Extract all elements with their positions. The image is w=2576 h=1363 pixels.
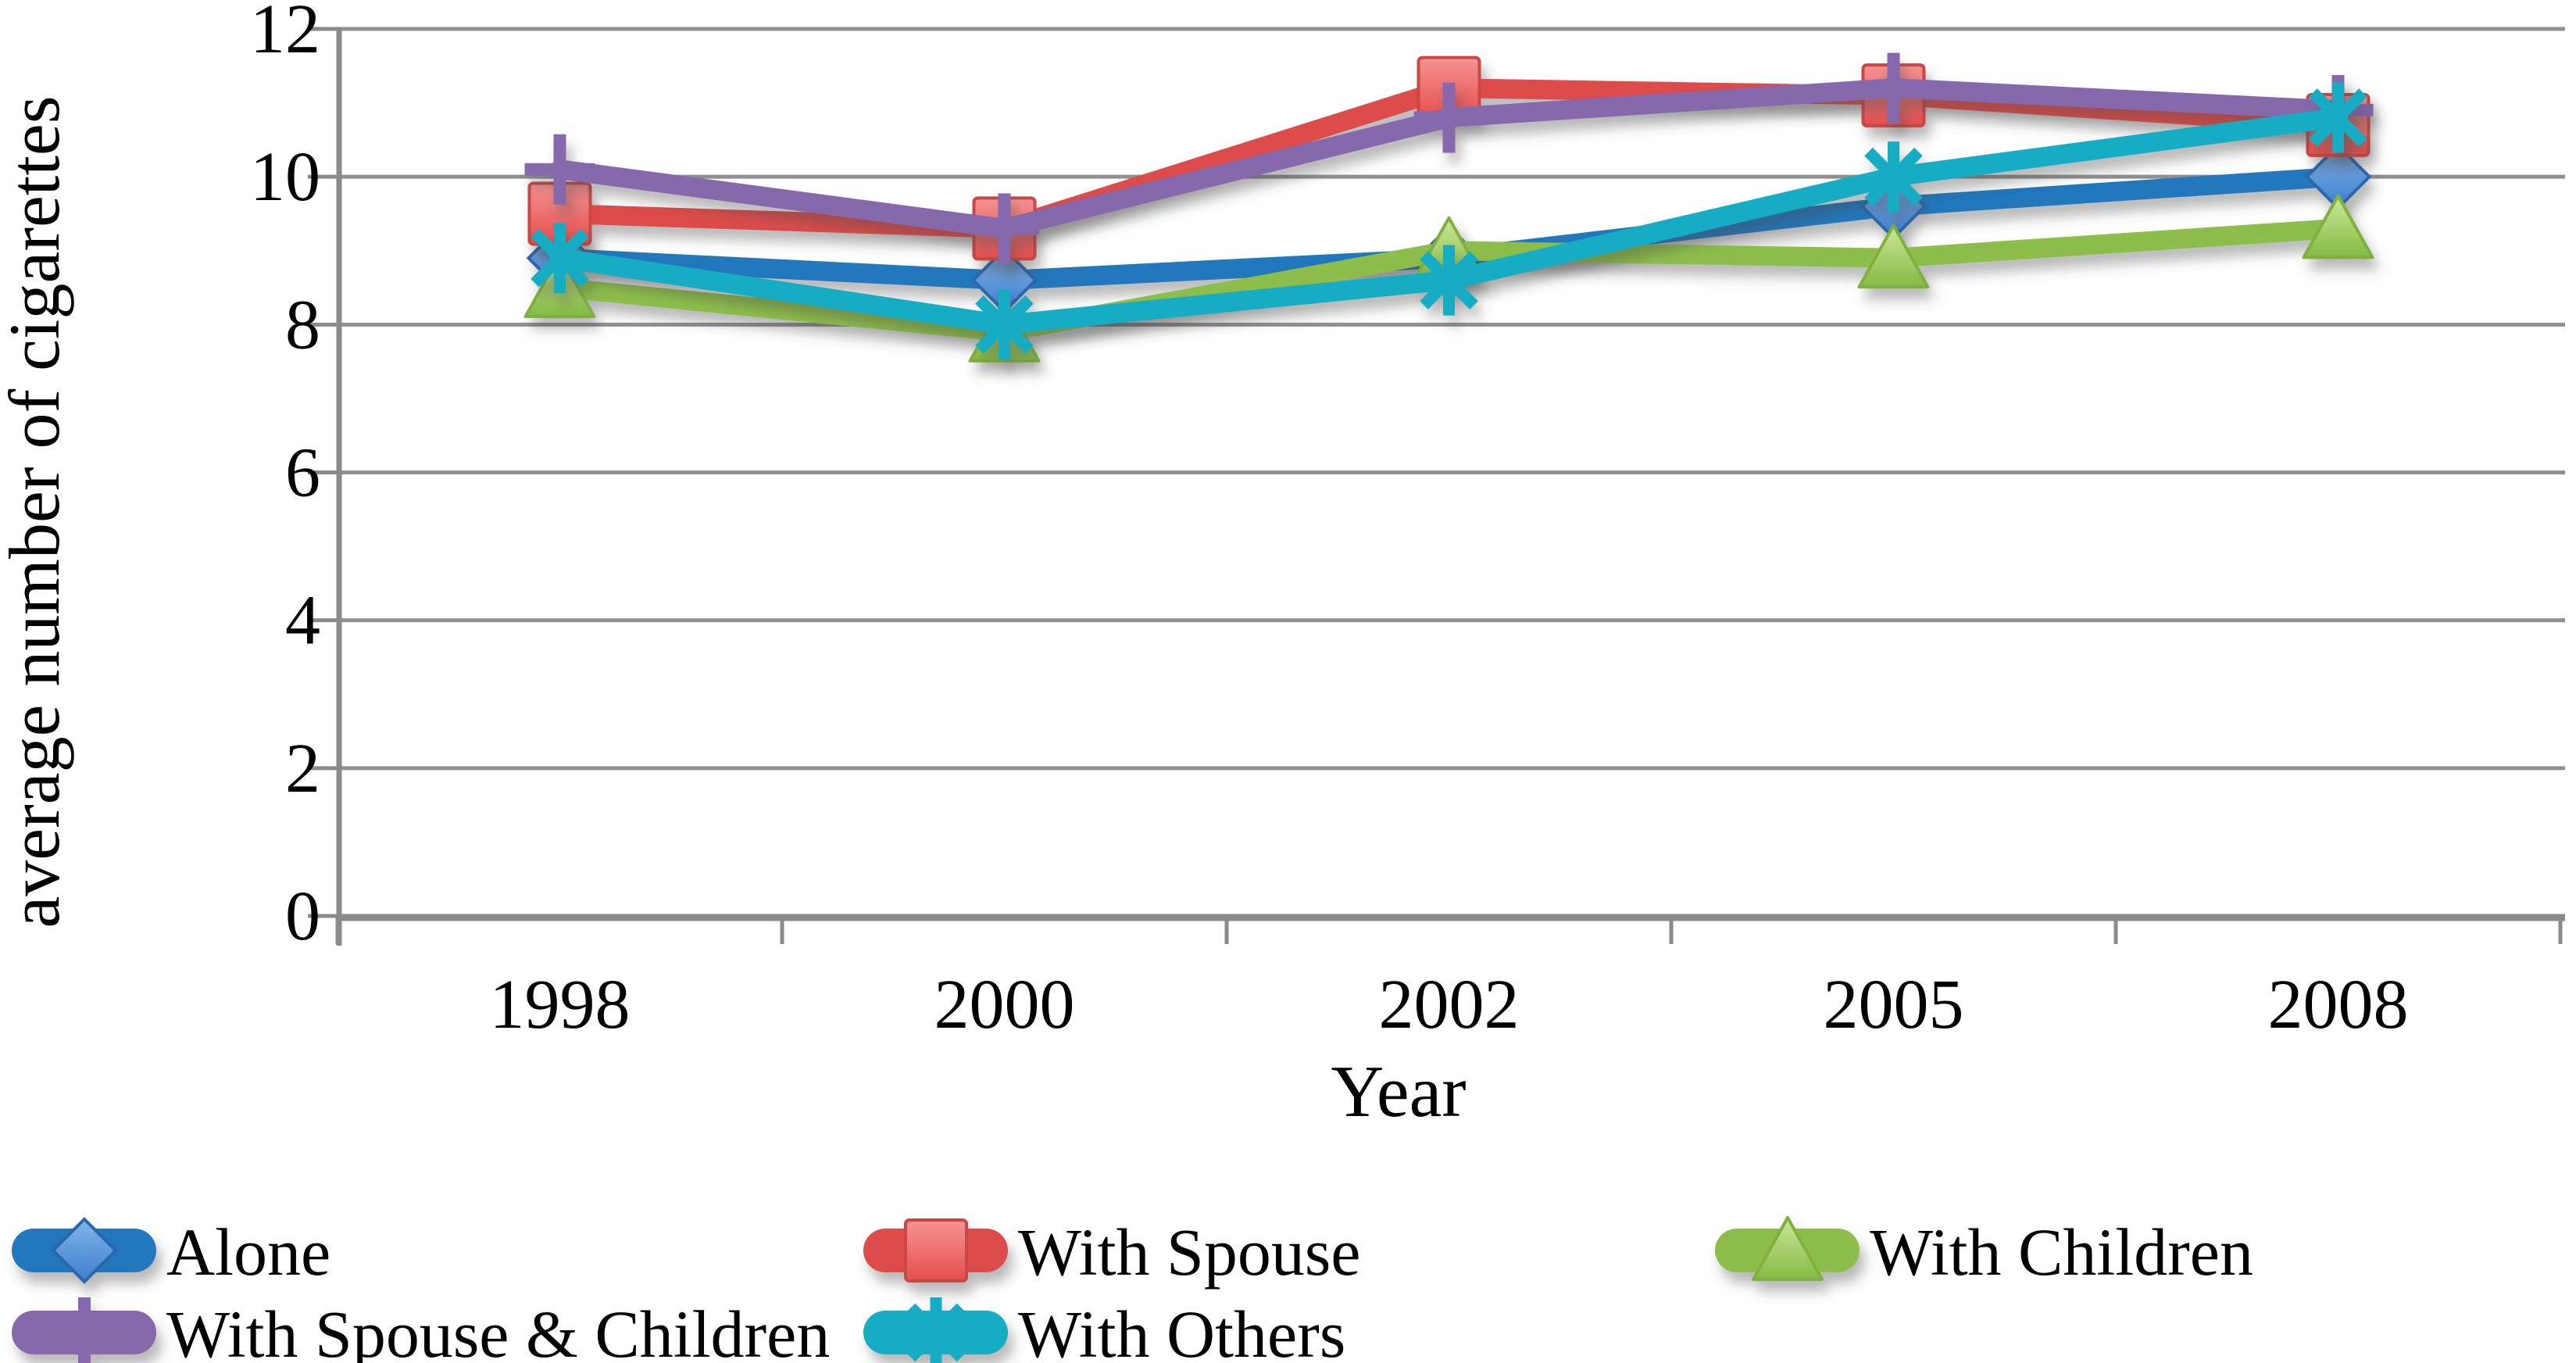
data-point-marker-asterisk	[1420, 245, 1478, 316]
legend-item: With Children	[1715, 1215, 2253, 1290]
x-axis-title: Year	[1331, 1051, 1466, 1132]
data-point-marker-triangle	[1857, 224, 1930, 289]
y-axis-title: average number of cigarettes	[0, 95, 74, 928]
legend-marker	[863, 1297, 1008, 1363]
asterisk-arm	[2309, 88, 2367, 147]
data-point-marker-triangle	[2302, 194, 2374, 259]
data-point-marker-plus	[49, 1297, 120, 1363]
asterisk-arm	[1864, 147, 1923, 206]
asterisk-arm	[531, 228, 589, 288]
y-tick-label: 6	[285, 435, 320, 512]
y-tick-label: 4	[285, 582, 320, 660]
y-tick-label: 0	[285, 878, 320, 955]
asterisk-arm	[906, 1303, 966, 1362]
legend-marker	[12, 1297, 156, 1363]
legend: Alone With Spouse With Children With Spouse…	[12, 1215, 2253, 1363]
data-point-marker-asterisk	[1864, 141, 1923, 213]
data-point-marker-plus	[1413, 82, 1485, 153]
data-point-marker-square	[904, 1218, 968, 1283]
y-tick-label: 10	[250, 138, 320, 216]
data-point-marker-plus	[524, 134, 595, 205]
legend-item: With Others	[863, 1297, 1345, 1363]
asterisk-arm	[975, 295, 1034, 354]
data-point-marker-asterisk	[531, 223, 589, 294]
data-point-marker-asterisk	[975, 289, 1034, 360]
x-tick-label: 2005	[1824, 966, 1964, 1043]
data-point-marker-asterisk	[906, 1297, 966, 1363]
series-layer	[523, 52, 2374, 363]
data-point-marker-diamond	[51, 1217, 118, 1284]
legend-label: Alone	[166, 1215, 330, 1290]
x-tick-label: 1998	[490, 966, 631, 1043]
legend-marker	[863, 1218, 1008, 1283]
legend-label: With Others	[1018, 1297, 1345, 1363]
data-point-marker-asterisk	[2309, 82, 2367, 153]
gridlines-layer	[338, 27, 2565, 771]
legend-item: With Spouse & Children	[12, 1297, 830, 1363]
axes-layer	[308, 27, 2565, 946]
legend-label: With Children	[1870, 1215, 2253, 1290]
axis-labels-layer: 0 2 4 6 8 10 12 1998 2000 2002 2005 2008 Year average…	[0, 0, 2409, 1132]
legend-marker	[1715, 1216, 1860, 1281]
legend-item: With Spouse	[863, 1215, 1360, 1290]
legend-marker	[12, 1217, 156, 1284]
legend-label: With Spouse	[1018, 1215, 1360, 1290]
asterisk-arm	[1420, 251, 1478, 309]
series-with-others	[531, 82, 2367, 360]
legend-item: Alone	[12, 1215, 330, 1290]
data-point-marker-plus	[969, 193, 1040, 264]
y-tick-label: 8	[285, 286, 320, 363]
data-point-marker-plus	[1858, 52, 1929, 123]
x-tick-label: 2008	[2268, 966, 2409, 1043]
x-tick-label: 2002	[1379, 966, 1520, 1043]
data-point-marker-triangle	[1752, 1216, 1824, 1281]
y-tick-label: 12	[250, 0, 320, 68]
legend-label: With Spouse & Children	[166, 1297, 830, 1363]
y-tick-label: 2	[285, 730, 320, 807]
x-tick-label: 2000	[934, 966, 1075, 1043]
